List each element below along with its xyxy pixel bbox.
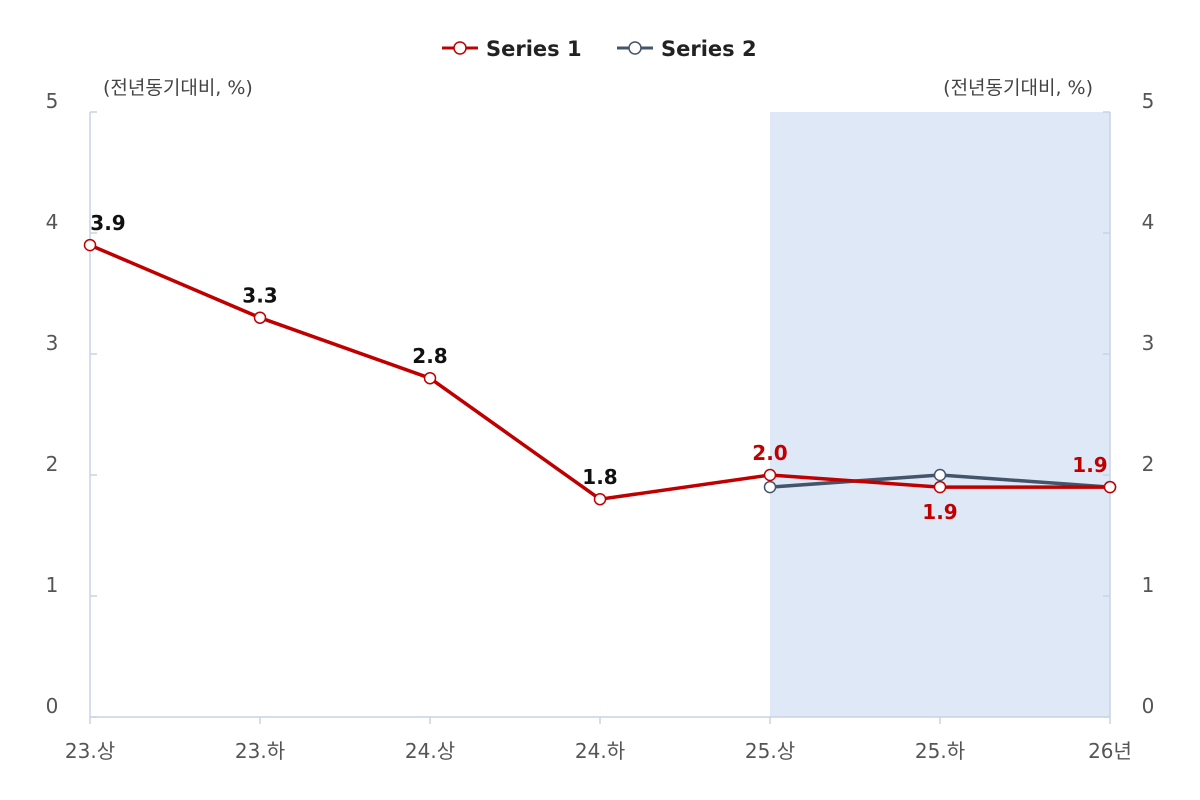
x-tick-label: 26년	[1088, 739, 1132, 763]
right-y-axis-ticks: 0 1 2 3 4 5	[1103, 89, 1154, 718]
left-y-tick-label: 2	[46, 452, 59, 476]
series-1-point	[253, 311, 267, 324]
legend: Series 1 Series 2	[442, 37, 757, 61]
right-y-tick-label: 3	[1142, 331, 1155, 355]
series-points	[83, 238, 1117, 506]
right-y-tick-label: 1	[1142, 573, 1155, 597]
left-y-tick-label: 3	[46, 331, 59, 355]
series-1-point	[1103, 480, 1117, 494]
right-y-axis-unit: (전년동기대비, %)	[943, 77, 1093, 99]
forecast-shaded-region	[770, 112, 1110, 717]
series-1-point	[593, 492, 607, 506]
legend-series-1-label: Series 1	[486, 37, 582, 61]
series-1-point	[423, 371, 437, 385]
series-1-data-label: 2.0	[752, 441, 787, 465]
right-y-tick-label: 0	[1142, 694, 1155, 718]
series-2-point	[763, 480, 777, 494]
x-tick-label: 24.하	[575, 739, 625, 763]
data-labels: 3.9 3.3 2.8 1.8 2.0 1.9 1.9	[90, 211, 1107, 524]
series-1-data-label: 3.3	[242, 284, 277, 308]
series-1-data-label: 1.9	[1072, 453, 1107, 477]
left-y-tick-label: 5	[46, 89, 59, 113]
legend-series-1-marker	[453, 41, 467, 55]
series-1-data-label: 2.8	[412, 344, 447, 368]
legend-series-2-label: Series 2	[661, 37, 757, 61]
series-1-point	[763, 468, 777, 482]
series-1-point	[83, 238, 97, 252]
x-tick-label: 23.하	[235, 739, 285, 763]
series-1-data-label: 3.9	[90, 211, 125, 235]
x-tick-label: 24.상	[405, 739, 455, 763]
series-1-data-label: 1.8	[582, 465, 617, 489]
left-y-tick-label: 1	[46, 573, 59, 597]
left-y-axis-unit: (전년동기대비, %)	[103, 77, 253, 99]
left-y-tick-label: 4	[46, 210, 59, 234]
x-axis-ticks: 23.상 23.하 24.상 24.하 25.상 25.하 26년	[65, 717, 1132, 763]
series-1-data-label: 1.9	[922, 500, 957, 524]
left-y-axis-ticks: 0 1 2 3 4 5	[46, 89, 97, 718]
right-y-tick-label: 4	[1142, 210, 1155, 234]
x-tick-label: 23.상	[65, 739, 115, 763]
left-y-tick-label: 0	[46, 694, 59, 718]
legend-series-2-marker	[628, 41, 642, 55]
x-tick-label: 25.상	[745, 739, 795, 763]
right-y-tick-label: 2	[1142, 452, 1155, 476]
series-1-point	[933, 480, 947, 494]
x-tick-label: 25.하	[915, 739, 965, 763]
right-y-tick-label: 5	[1142, 89, 1155, 113]
series-2-point	[933, 468, 947, 482]
